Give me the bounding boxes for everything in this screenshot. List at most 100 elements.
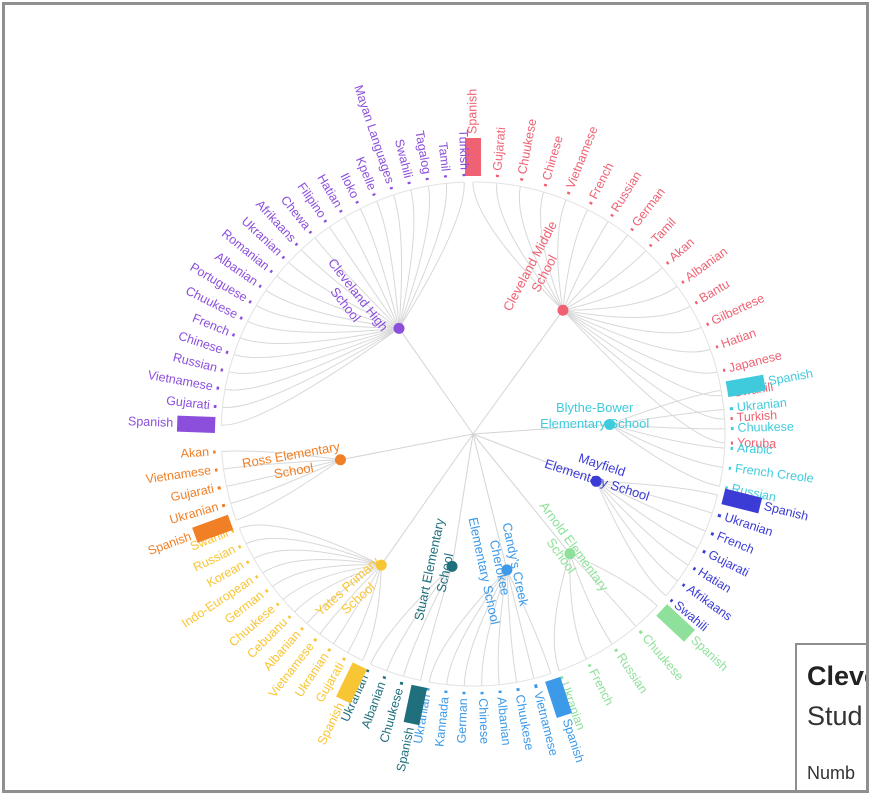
school-node-cleveland-middle-school[interactable] bbox=[557, 304, 569, 316]
bar-yates-primary-school-8[interactable] bbox=[254, 574, 259, 579]
bar-cleveland-high-school-13[interactable] bbox=[323, 219, 328, 223]
bar-yates-primary-school-2[interactable] bbox=[327, 647, 332, 652]
school-node-mayfield-elementary-school[interactable] bbox=[590, 475, 602, 487]
bar-arnold-elementary-school-2[interactable] bbox=[614, 648, 619, 653]
bar-cleveland-middle-school-4[interactable] bbox=[566, 191, 571, 195]
bar-cleveland-high-school-6[interactable] bbox=[239, 316, 243, 320]
language-label: Yoruba bbox=[737, 436, 777, 451]
bar-cleveland-middle-school-14[interactable] bbox=[722, 368, 726, 373]
bar-stuart-elementary-school-3[interactable] bbox=[365, 669, 370, 673]
bar-cleveland-high-school-4[interactable] bbox=[225, 350, 229, 355]
bar-mayfield-elementary-school-3[interactable] bbox=[702, 549, 707, 554]
school-node-candy-s-creek-cherokee-elementary-school[interactable] bbox=[501, 564, 513, 576]
bar-yates-primary-school-11[interactable] bbox=[230, 529, 235, 533]
bar-cleveland-middle-school-10[interactable] bbox=[681, 280, 685, 284]
bar-arnold-elementary-school-3[interactable] bbox=[587, 663, 592, 668]
bar-cleveland-high-school-14[interactable] bbox=[339, 209, 343, 213]
school-node-blythe-bower-elementary-school[interactable] bbox=[604, 418, 616, 430]
branch-cleveland-high-school-8 bbox=[265, 289, 400, 329]
bar-cleveland-middle-school-9[interactable] bbox=[665, 261, 670, 265]
language-label: French bbox=[586, 160, 616, 201]
branch-blythe-bower-elementary-school-5 bbox=[609, 424, 720, 487]
language-label: Akan bbox=[666, 235, 697, 264]
bar-yates-primary-school-9[interactable] bbox=[245, 560, 250, 565]
bar-blythe-bower-elementary-school-0[interactable] bbox=[725, 374, 766, 398]
school-node-yates-primary-school[interactable] bbox=[375, 559, 387, 571]
school-node-arnold-elementary-school[interactable] bbox=[564, 548, 576, 560]
language-label: Russian bbox=[614, 651, 651, 696]
branch-mayfield-elementary-school-4 bbox=[595, 480, 689, 566]
bar-cleveland-middle-school-11[interactable] bbox=[694, 300, 699, 305]
bar-mayfield-elementary-school-2[interactable] bbox=[710, 532, 715, 536]
bar-yates-primary-school-3[interactable] bbox=[313, 637, 318, 642]
branch-cleveland-high-school-1 bbox=[222, 327, 400, 408]
bar-stuart-elementary-school-1[interactable] bbox=[399, 681, 404, 686]
bar-cleveland-high-school-17[interactable] bbox=[389, 186, 394, 190]
branch-cleveland-middle-school-4 bbox=[557, 199, 567, 311]
leaf-arc-mayfield-elementary-school bbox=[665, 494, 719, 597]
bar-cleveland-high-school-12[interactable] bbox=[308, 230, 313, 235]
tooltip-subtitle: Stud bbox=[807, 701, 863, 731]
bar-cleveland-high-school-9[interactable] bbox=[269, 269, 274, 274]
bar-arnold-elementary-school-4[interactable] bbox=[559, 675, 564, 680]
bar-cleveland-high-school-8[interactable] bbox=[258, 284, 262, 289]
bar-yates-primary-school-6[interactable] bbox=[275, 602, 280, 607]
bar-cleveland-middle-school-8[interactable] bbox=[648, 243, 653, 248]
bar-ross-elementary-school-0[interactable] bbox=[192, 514, 234, 543]
root-link-cleveland-middle-school bbox=[472, 309, 564, 435]
bar-yates-primary-school-0[interactable] bbox=[336, 662, 368, 704]
language-label: Chuukese bbox=[513, 694, 537, 752]
bar-mayfield-elementary-school-5[interactable] bbox=[681, 583, 686, 588]
bar-cleveland-high-school-11[interactable] bbox=[294, 242, 299, 247]
branch-ross-elementary-school-4 bbox=[221, 450, 341, 461]
branch-candy-s-creek-cherokee-elementary-school-6 bbox=[446, 569, 508, 685]
bar-yates-primary-school-7[interactable] bbox=[264, 589, 269, 593]
bar-cleveland-middle-school-13[interactable] bbox=[715, 345, 719, 349]
bar-cleveland-high-school-0[interactable] bbox=[176, 415, 216, 433]
bar-yates-primary-school-1[interactable] bbox=[342, 657, 347, 662]
bar-stuart-elementary-school-0[interactable] bbox=[403, 684, 428, 726]
bar-yates-primary-school-5[interactable] bbox=[287, 615, 292, 619]
branch-cleveland-middle-school-13 bbox=[562, 309, 711, 353]
bar-arnold-elementary-school-0[interactable] bbox=[656, 604, 695, 642]
bar-cleveland-middle-school-6[interactable] bbox=[610, 213, 614, 218]
branch-cleveland-high-school-18 bbox=[398, 189, 415, 329]
language-label: French Creole bbox=[734, 461, 814, 485]
branch-blythe-bower-elementary-school-0 bbox=[609, 389, 722, 425]
branch-cleveland-high-school-5 bbox=[239, 327, 400, 345]
bar-mayfield-elementary-school-4[interactable] bbox=[692, 566, 697, 571]
bar-cleveland-middle-school-12[interactable] bbox=[706, 322, 710, 327]
branch-blythe-bower-elementary-school-4 bbox=[609, 423, 723, 468]
bar-yates-primary-school-10[interactable] bbox=[237, 545, 242, 549]
bar-yates-primary-school-4[interactable] bbox=[300, 626, 304, 631]
bar-mayfield-elementary-school-1[interactable] bbox=[717, 513, 722, 518]
bar-ross-elementary-school-2[interactable] bbox=[217, 486, 221, 490]
bar-candy-s-creek-cherokee-elementary-school-2[interactable] bbox=[516, 687, 520, 692]
bar-candy-s-creek-cherokee-elementary-school-0[interactable] bbox=[545, 676, 573, 718]
bar-cleveland-high-school-7[interactable] bbox=[248, 300, 252, 304]
bar-cleveland-high-school-3[interactable] bbox=[220, 368, 224, 372]
school-node-ross-elementary-school[interactable] bbox=[334, 454, 346, 466]
branch-yates-primary-school-10 bbox=[245, 537, 382, 566]
bar-mayfield-elementary-school-6[interactable] bbox=[669, 598, 674, 603]
bar-cleveland-middle-school-7[interactable] bbox=[630, 227, 634, 232]
bar-cleveland-high-school-16[interactable] bbox=[372, 193, 376, 197]
branch-candy-s-creek-cherokee-elementary-school-3 bbox=[497, 569, 508, 685]
school-node-cleveland-high-school[interactable] bbox=[393, 322, 405, 334]
bar-cleveland-high-school-5[interactable] bbox=[231, 333, 236, 337]
bar-arnold-elementary-school-1[interactable] bbox=[638, 629, 643, 635]
bar-cleveland-high-school-15[interactable] bbox=[355, 200, 359, 204]
bar-cleveland-middle-school-3[interactable] bbox=[543, 183, 548, 187]
bar-stuart-elementary-school-2[interactable] bbox=[382, 675, 387, 680]
bar-cleveland-middle-school-5[interactable] bbox=[589, 201, 593, 205]
leaf-arc-ross-elementary-school bbox=[221, 451, 237, 521]
bar-cleveland-high-school-18[interactable] bbox=[407, 181, 411, 185]
bar-cleveland-high-school-10[interactable] bbox=[281, 255, 286, 260]
school-node-stuart-elementary-school[interactable] bbox=[446, 560, 458, 572]
links bbox=[220, 181, 726, 687]
bar-ross-elementary-school-1[interactable] bbox=[221, 503, 226, 508]
bar-mayfield-elementary-school-0[interactable] bbox=[721, 488, 763, 514]
branch-blythe-bower-elementary-school-3 bbox=[609, 423, 725, 449]
bar-candy-s-creek-cherokee-elementary-school-1[interactable] bbox=[533, 683, 538, 689]
